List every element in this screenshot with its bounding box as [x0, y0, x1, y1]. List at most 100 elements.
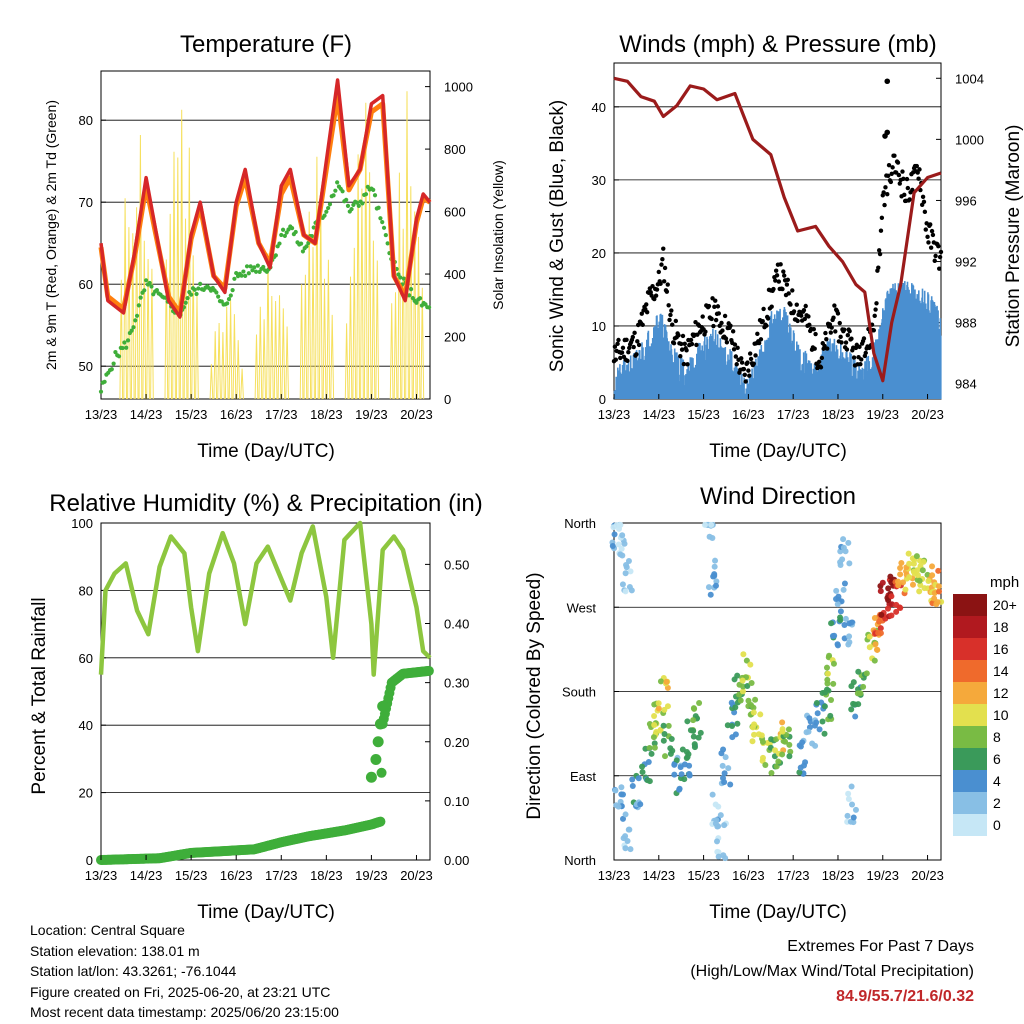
dewpoint-point [252, 265, 257, 270]
direction-point [655, 700, 662, 707]
direction-point [721, 779, 728, 786]
direction-point [779, 719, 786, 726]
direction-point [834, 642, 841, 649]
gust-point [661, 246, 666, 251]
gust-point [905, 185, 911, 191]
direction-point [622, 833, 629, 840]
extremes-box: Extremes For Past 7 Days (High/Low/Max W… [690, 934, 974, 1009]
direction-point [669, 747, 676, 754]
gust-point [680, 333, 686, 339]
gust-point [794, 302, 799, 307]
extremes-values: 84.9/55.7/21.6/0.32 [836, 988, 974, 1005]
direction-point [709, 791, 716, 798]
direction-point [749, 724, 756, 731]
direction-point [657, 726, 664, 733]
direction-point [686, 771, 693, 778]
direction-point [833, 595, 840, 602]
x-tick-label: 13/23 [598, 407, 631, 422]
gust-point [739, 356, 744, 361]
gust-point [722, 313, 728, 319]
solar-insolation-line [209, 300, 244, 400]
direction-point [619, 552, 626, 559]
direction-point [622, 811, 629, 818]
direction-point [847, 818, 854, 825]
y-tick-label: South [562, 685, 596, 700]
gust-point [694, 342, 699, 348]
direction-point [714, 823, 721, 830]
dewpoint-point [113, 350, 118, 355]
gust-point [758, 337, 764, 342]
dewpoint-point [228, 293, 233, 298]
gust-point [730, 329, 736, 334]
colorbar-label: 6 [993, 751, 1001, 767]
direction-point [702, 521, 709, 528]
direction-point [897, 564, 904, 571]
direction-point [711, 563, 718, 570]
gust-point [733, 354, 739, 359]
dewpoint-point [219, 299, 224, 304]
direction-point [665, 722, 672, 729]
dewpoint-point [286, 227, 291, 232]
gust-point [824, 336, 829, 342]
colorbar-label: 10 [993, 707, 1009, 723]
colorbar-swatch [953, 726, 987, 748]
y2-tick-label: 800 [444, 142, 466, 157]
direction-point [802, 759, 809, 766]
gust-point [685, 362, 690, 367]
direction-point [645, 758, 652, 765]
direction-point [743, 657, 750, 664]
gust-point [688, 337, 694, 343]
direction-point [757, 711, 764, 718]
gust-point [630, 334, 636, 340]
direction-point [846, 560, 853, 567]
direction-point [717, 812, 724, 819]
direction-point [712, 801, 719, 808]
gust-point [661, 279, 667, 284]
dewpoint-point [371, 187, 376, 192]
direction-point [612, 787, 619, 794]
gust-point [689, 341, 695, 347]
y-tick-label: 0 [86, 853, 93, 868]
gust-point [897, 181, 902, 186]
solar-insolation-line [344, 102, 380, 400]
colorbar-label: 8 [993, 729, 1001, 745]
gust-point [654, 287, 660, 292]
gust-point [668, 312, 673, 318]
precip-point [372, 736, 384, 748]
gust-point [659, 262, 664, 267]
gust-point [748, 356, 754, 362]
direction-point [732, 704, 739, 711]
recent-data-text: Most recent data timestamp: 2025/06/20 2… [30, 1004, 339, 1020]
x-tick-label: 13/23 [85, 407, 118, 422]
direction-point [684, 753, 691, 760]
y-tick-label: North [564, 516, 596, 531]
direction-point [924, 571, 931, 578]
y2-tick-label: 984 [955, 377, 977, 392]
direction-point [660, 722, 667, 729]
gust-point [764, 323, 769, 328]
direction-point [745, 697, 752, 704]
y2-tick-label: 0.50 [444, 557, 469, 572]
colorbar-swatch [953, 616, 987, 638]
dewpoint-point [138, 295, 143, 300]
dewpoint-point [414, 300, 419, 305]
gust-point [782, 273, 787, 278]
chart-title-wind-direction: Wind Direction [700, 483, 856, 510]
gust-point [901, 176, 906, 181]
direction-point [852, 713, 859, 720]
panel-winds: Winds (mph) & Pressure (mb) 0 10 20 30 40 984… [547, 31, 1024, 462]
gust-point [920, 194, 926, 200]
colorbar-label: 4 [993, 773, 1001, 789]
direction-point [732, 731, 739, 738]
dewpoint-point [408, 287, 414, 292]
direction-point [844, 812, 851, 819]
dewpoint-point [300, 249, 306, 254]
gust-point [835, 311, 841, 316]
gust-point [712, 304, 717, 310]
direction-point [913, 553, 920, 560]
gust-point [756, 340, 762, 346]
direction-point [897, 605, 904, 612]
dewpoint-point [226, 297, 232, 302]
direction-point [727, 781, 734, 788]
gust-point [700, 314, 705, 319]
